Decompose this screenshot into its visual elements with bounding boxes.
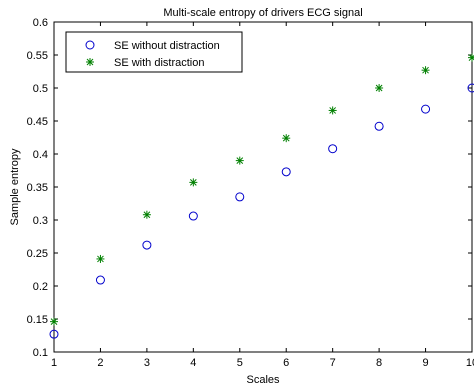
data-point: [50, 317, 58, 326]
series-layer: [49, 53, 474, 339]
x-tick-label: 2: [97, 357, 103, 369]
data-point: [468, 53, 474, 62]
x-tick-label: 5: [237, 357, 243, 369]
data-point: [142, 240, 152, 250]
legend-entry: SE with distraction: [86, 57, 204, 69]
data-point: [282, 134, 291, 143]
y-tick-label: 0.55: [27, 50, 48, 62]
legend-entry: SE without distraction: [85, 40, 220, 52]
data-point: [421, 104, 431, 114]
x-tick-label: 10: [466, 357, 474, 369]
y-tick-label: 0.5: [33, 83, 48, 95]
data-point: [96, 254, 105, 263]
x-axis-ticks: 1 2 3 4 5 6 7 8 9 10: [51, 22, 474, 369]
series-1: [49, 83, 474, 339]
y-axis-ticks: 0.1 0.15 0.2 0.25 0.3 0.35 0.4 0.45 0.5 0.55 0.6: [27, 17, 472, 359]
data-point: [189, 178, 198, 187]
x-tick-label: 4: [190, 357, 196, 369]
data-point: [421, 66, 430, 75]
series-2: [50, 53, 474, 326]
chart-title: Multi-scale entropy of drivers ECG signa…: [163, 7, 362, 19]
data-point: [328, 106, 337, 115]
x-tick-label: 6: [283, 357, 289, 369]
data-point: [281, 167, 291, 177]
legend-label: SE with distraction: [114, 57, 204, 69]
x-axis-title: Scales: [246, 374, 280, 386]
y-tick-label: 0.35: [27, 182, 48, 194]
data-point: [375, 84, 384, 92]
data-point: [188, 211, 198, 221]
legend: SE without distraction SE with distractio…: [65, 31, 243, 73]
data-point: [49, 329, 59, 339]
legend-box: [65, 31, 243, 73]
data-point: [142, 210, 151, 219]
legend-marker: [85, 40, 95, 50]
legend-marker: [86, 58, 94, 66]
x-tick-label: 3: [144, 357, 150, 369]
y-tick-label: 0.2: [33, 281, 48, 293]
y-tick-label: 0.25: [27, 248, 48, 260]
data-point: [467, 83, 474, 93]
legend-label: SE without distraction: [114, 40, 220, 52]
y-tick-label: 0.1: [33, 347, 48, 359]
x-tick-label: 9: [422, 357, 428, 369]
x-tick-label: 7: [330, 357, 336, 369]
data-point: [95, 275, 105, 285]
x-tick-label: 1: [51, 357, 57, 369]
data-point: [235, 192, 245, 202]
y-tick-label: 0.45: [27, 116, 48, 128]
x-tick-label: 8: [376, 357, 382, 369]
data-point: [235, 156, 244, 165]
y-tick-label: 0.6: [33, 17, 48, 29]
y-tick-label: 0.15: [27, 314, 48, 326]
y-axis-title: Sample entropy: [9, 148, 21, 226]
y-tick-label: 0.3: [33, 215, 48, 227]
y-tick-label: 0.4: [33, 149, 48, 161]
data-point: [328, 144, 338, 154]
data-point: [374, 121, 384, 131]
